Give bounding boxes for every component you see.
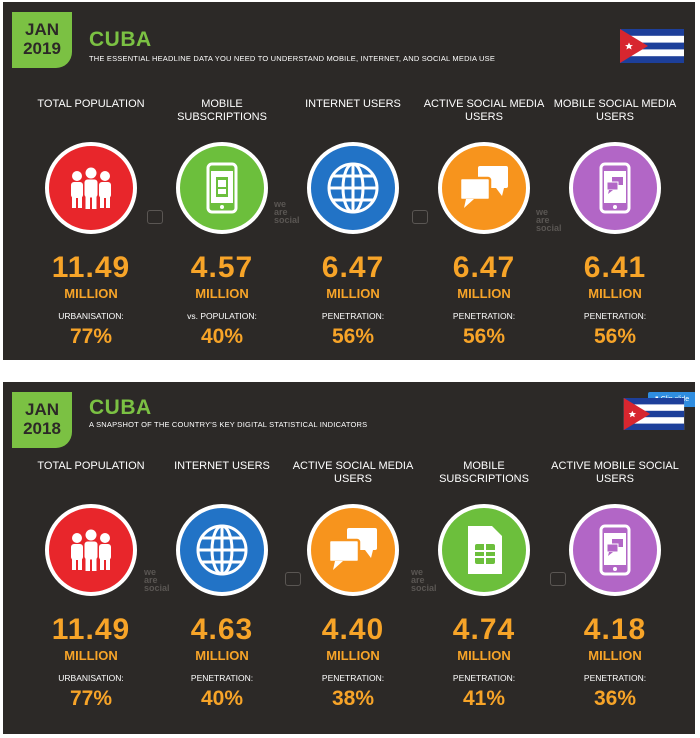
stat-active-mobile-social: ACTIVE MOBILE SOCIAL USERS 4.18 MILLION …: [549, 460, 681, 711]
stat-percent: 77%: [69, 687, 113, 710]
stat-percent: 36%: [593, 687, 637, 710]
watermark-text: we are social: [411, 567, 437, 593]
stat-value: 4.40: [321, 613, 385, 646]
stat-unit: MILLION: [195, 648, 249, 663]
stat-percent: 40%: [200, 687, 244, 710]
stat-sublabel: PENETRATION:: [452, 311, 516, 321]
stat-percent: 77%: [69, 325, 113, 348]
stat-value: 4.18: [583, 613, 647, 646]
stat-unit: MILLION: [195, 286, 249, 301]
phone-chat-icon: [569, 504, 661, 596]
chat-bubbles-icon: [307, 504, 399, 596]
stat-value: 4.57: [190, 251, 254, 284]
stat-unit: MILLION: [326, 286, 380, 301]
stat-value: 6.47: [321, 251, 385, 284]
country-title: CUBA: [89, 396, 152, 419]
stat-percent: 40%: [200, 325, 244, 348]
stat-percent: 38%: [331, 687, 375, 710]
stat-active-social-media: ACTIVE SOCIAL MEDIA USERS 6.47 MILLION P…: [418, 98, 550, 349]
slide-subtitle: THE ESSENTIAL HEADLINE DATA YOU NEED TO …: [89, 54, 496, 63]
stat-sublabel: PENETRATION:: [452, 673, 516, 683]
stat-label: INTERNET USERS: [305, 98, 401, 110]
stat-value: 6.47: [452, 251, 516, 284]
stat-total-population: TOTAL POPULATION 11.49 MILLION URBANISAT…: [25, 98, 157, 349]
stat-sublabel: PENETRATION:: [583, 311, 647, 321]
stat-percent: 41%: [462, 687, 506, 710]
stat-mobile-subscriptions: MOBILE SUBSCRIPTIONS 4.74 MILLION PENETR…: [418, 460, 550, 711]
stat-value: 11.49: [51, 251, 131, 284]
stat-sublabel: vs. POPULATION:: [187, 311, 257, 321]
stat-value: 4.63: [190, 613, 254, 646]
stat-label: MOBILE SUBSCRIPTIONS: [177, 98, 267, 123]
stat-internet-users: INTERNET USERS 4.63 MILLION PENETRATION:…: [156, 460, 288, 711]
watermark-logo-icon: [147, 210, 163, 224]
badge-year: 2019: [23, 39, 61, 58]
phone-chat-icon: [569, 142, 661, 234]
stat-unit: MILLION: [457, 648, 511, 663]
date-badge: JAN 2019: [12, 12, 72, 68]
watermark-text: we are social: [144, 567, 170, 593]
stat-label: TOTAL POPULATION: [37, 460, 145, 472]
stat-sublabel: PENETRATION:: [190, 673, 254, 683]
stat-label: INTERNET USERS: [174, 460, 270, 472]
stat-label: ACTIVE SOCIAL MEDIA USERS: [292, 460, 414, 485]
stat-value: 6.41: [583, 251, 647, 284]
stat-unit: MILLION: [64, 648, 118, 663]
stat-active-social-media: ACTIVE SOCIAL MEDIA USERS 4.40 MILLION P…: [287, 460, 419, 711]
stat-percent: 56%: [331, 325, 375, 348]
stat-label: MOBILE SOCIAL MEDIA USERS: [553, 98, 677, 123]
stat-percent: 56%: [462, 325, 506, 348]
cuba-flag-icon: [620, 29, 684, 63]
watermark-text: we are social: [274, 199, 300, 225]
slide-2018: JAN 2018 CUBA A SNAPSHOT OF THE COUNTRY'…: [3, 382, 695, 734]
globe-icon: [307, 142, 399, 234]
badge-month: JAN: [24, 20, 59, 39]
stat-value: 4.74: [452, 613, 516, 646]
badge-year: 2018: [23, 419, 61, 438]
people-icon: [45, 504, 137, 596]
stat-value: 11.49: [51, 613, 131, 646]
stat-total-population: TOTAL POPULATION 11.49 MILLION URBANISAT…: [25, 460, 157, 711]
sim-card-icon: [438, 504, 530, 596]
country-title: CUBA: [89, 28, 152, 51]
stat-mobile-social-media: MOBILE SOCIAL MEDIA USERS 6.41 MILLION P…: [549, 98, 681, 349]
cuba-flag-icon: [623, 398, 685, 430]
date-badge: JAN 2018: [12, 392, 72, 448]
watermark-text: we are social: [536, 207, 562, 233]
stat-label: MOBILE SUBSCRIPTIONS: [439, 460, 529, 485]
stat-sublabel: PENETRATION:: [321, 673, 385, 683]
stat-unit: MILLION: [457, 286, 511, 301]
stat-sublabel: PENETRATION:: [321, 311, 385, 321]
stat-unit: MILLION: [588, 286, 642, 301]
people-icon: [45, 142, 137, 234]
stat-percent: 56%: [593, 325, 637, 348]
stat-sublabel: PENETRATION:: [583, 673, 647, 683]
stat-sublabel: URBANISATION:: [58, 311, 124, 321]
stat-unit: MILLION: [64, 286, 118, 301]
stat-mobile-subscriptions: MOBILE SUBSCRIPTIONS 4.57 MILLION vs. PO…: [156, 98, 288, 349]
globe-icon: [176, 504, 268, 596]
stat-internet-users: INTERNET USERS 6.47 MILLION PENETRATION:…: [287, 98, 419, 349]
badge-month: JAN: [24, 400, 59, 419]
stat-label: ACTIVE MOBILE SOCIAL USERS: [551, 460, 679, 485]
slide-subtitle: A SNAPSHOT OF THE COUNTRY'S KEY DIGITAL …: [89, 420, 368, 429]
stat-label: ACTIVE SOCIAL MEDIA USERS: [423, 98, 545, 123]
stat-unit: MILLION: [588, 648, 642, 663]
watermark-logo-icon: [285, 572, 301, 586]
stat-sublabel: URBANISATION:: [58, 673, 124, 683]
watermark-logo-icon: [412, 210, 428, 224]
watermark-logo-icon: [550, 572, 566, 586]
phone-sim-icon: [176, 142, 268, 234]
stat-unit: MILLION: [326, 648, 380, 663]
stat-label: TOTAL POPULATION: [37, 98, 145, 110]
chat-bubbles-icon: [438, 142, 530, 234]
slide-2019: JAN 2019 CUBA THE ESSENTIAL HEADLINE DAT…: [3, 2, 695, 360]
